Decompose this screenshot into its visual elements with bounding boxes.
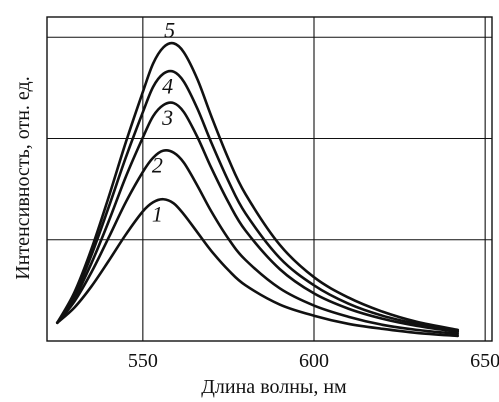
curve-label-4: 4 bbox=[162, 74, 173, 99]
curve-3 bbox=[55, 101, 460, 334]
curve-label-2: 2 bbox=[152, 153, 163, 178]
x-axis-title: Длина волны, нм bbox=[201, 376, 347, 398]
curve-4 bbox=[55, 69, 460, 333]
x-tick-label: 650 bbox=[470, 350, 499, 372]
plot-frame bbox=[46, 16, 493, 342]
x-tick-label: 550 bbox=[128, 350, 158, 372]
curve-1 bbox=[55, 197, 460, 338]
curve-label-5: 5 bbox=[164, 17, 175, 42]
curve-5 bbox=[55, 41, 460, 332]
curve-layer bbox=[55, 41, 460, 338]
curve-2 bbox=[55, 149, 460, 336]
curve-label-1: 1 bbox=[152, 201, 163, 226]
tick-layer: 550 600 650 bbox=[128, 350, 499, 372]
y-axis-title: Интенсивность, отн. ед. bbox=[12, 76, 34, 279]
curve-label-3: 3 bbox=[161, 105, 173, 130]
x-tick-label: 600 bbox=[299, 350, 329, 372]
label-layer: 1 2 3 4 5 bbox=[152, 17, 175, 226]
